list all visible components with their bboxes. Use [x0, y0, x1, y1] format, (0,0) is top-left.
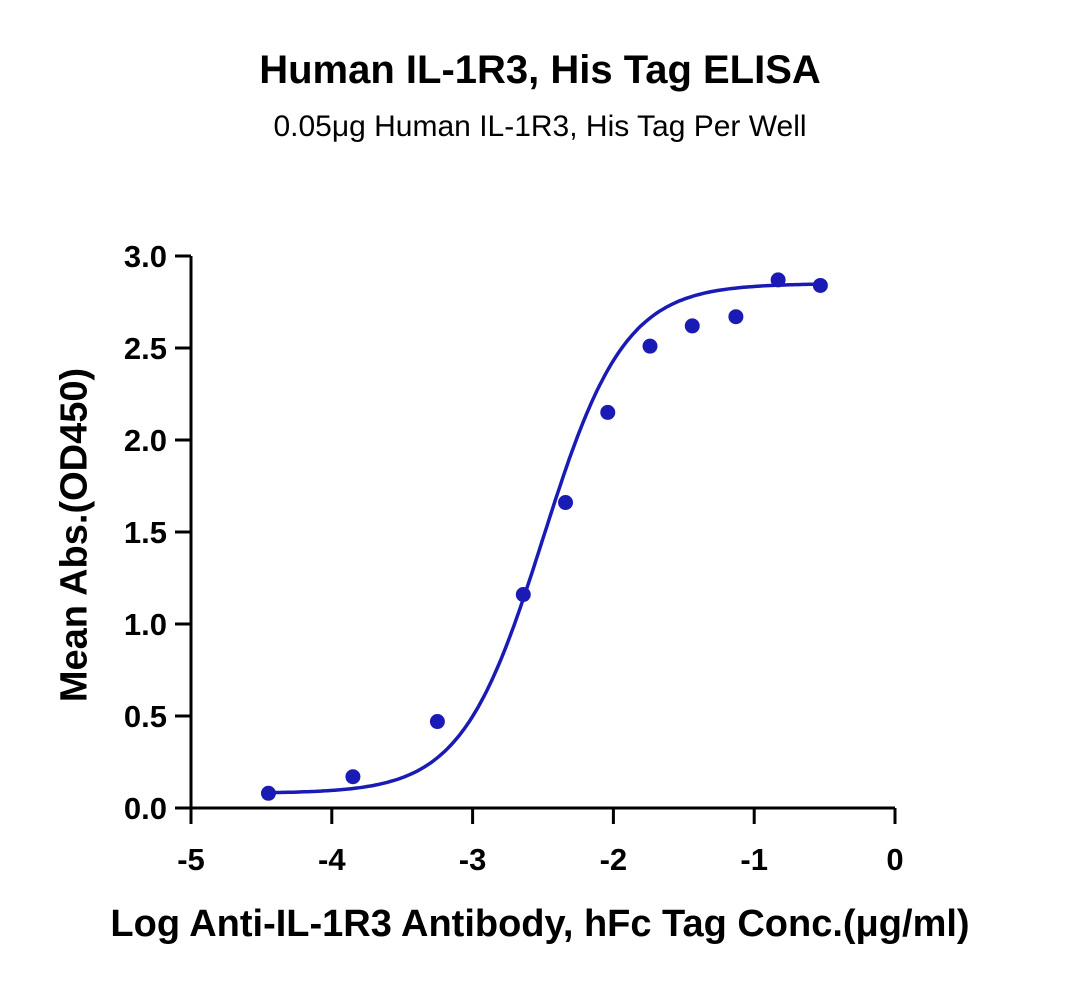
data-point	[345, 769, 361, 785]
x-tick-label: -5	[177, 842, 205, 877]
data-point	[515, 587, 531, 603]
fit-curve	[268, 282, 821, 795]
x-tick-label: -4	[318, 842, 346, 877]
y-tick-label: 3.0	[124, 239, 167, 274]
data-point	[812, 277, 828, 293]
data-point	[558, 495, 574, 511]
chart-title: Human IL-1R3, His Tag ELISA	[259, 48, 821, 92]
y-tick-label: 0.0	[124, 791, 167, 826]
y-tick-label: 0.5	[124, 699, 167, 734]
y-tick-label: 2.0	[124, 423, 167, 458]
x-tick-label: -2	[600, 842, 628, 877]
y-tick-label: 1.0	[124, 607, 167, 642]
data-point	[429, 714, 445, 730]
data-point	[728, 309, 744, 325]
data-point	[260, 785, 276, 801]
data-point	[600, 404, 616, 420]
x-tick-label: -3	[459, 842, 487, 877]
x-axis-label: Log Anti-IL-1R3 Antibody, hFc Tag Conc.(…	[110, 903, 970, 945]
y-tick-label: 2.5	[124, 331, 167, 366]
chart-subtitle: 0.05μg Human IL-1R3, His Tag Per Well	[273, 110, 807, 143]
data-point	[684, 318, 700, 334]
x-tick-label: -1	[740, 842, 768, 877]
data-point	[770, 272, 786, 288]
data-point	[642, 338, 658, 354]
y-tick-label: 1.5	[124, 515, 167, 550]
x-tick-label: 0	[886, 842, 903, 877]
